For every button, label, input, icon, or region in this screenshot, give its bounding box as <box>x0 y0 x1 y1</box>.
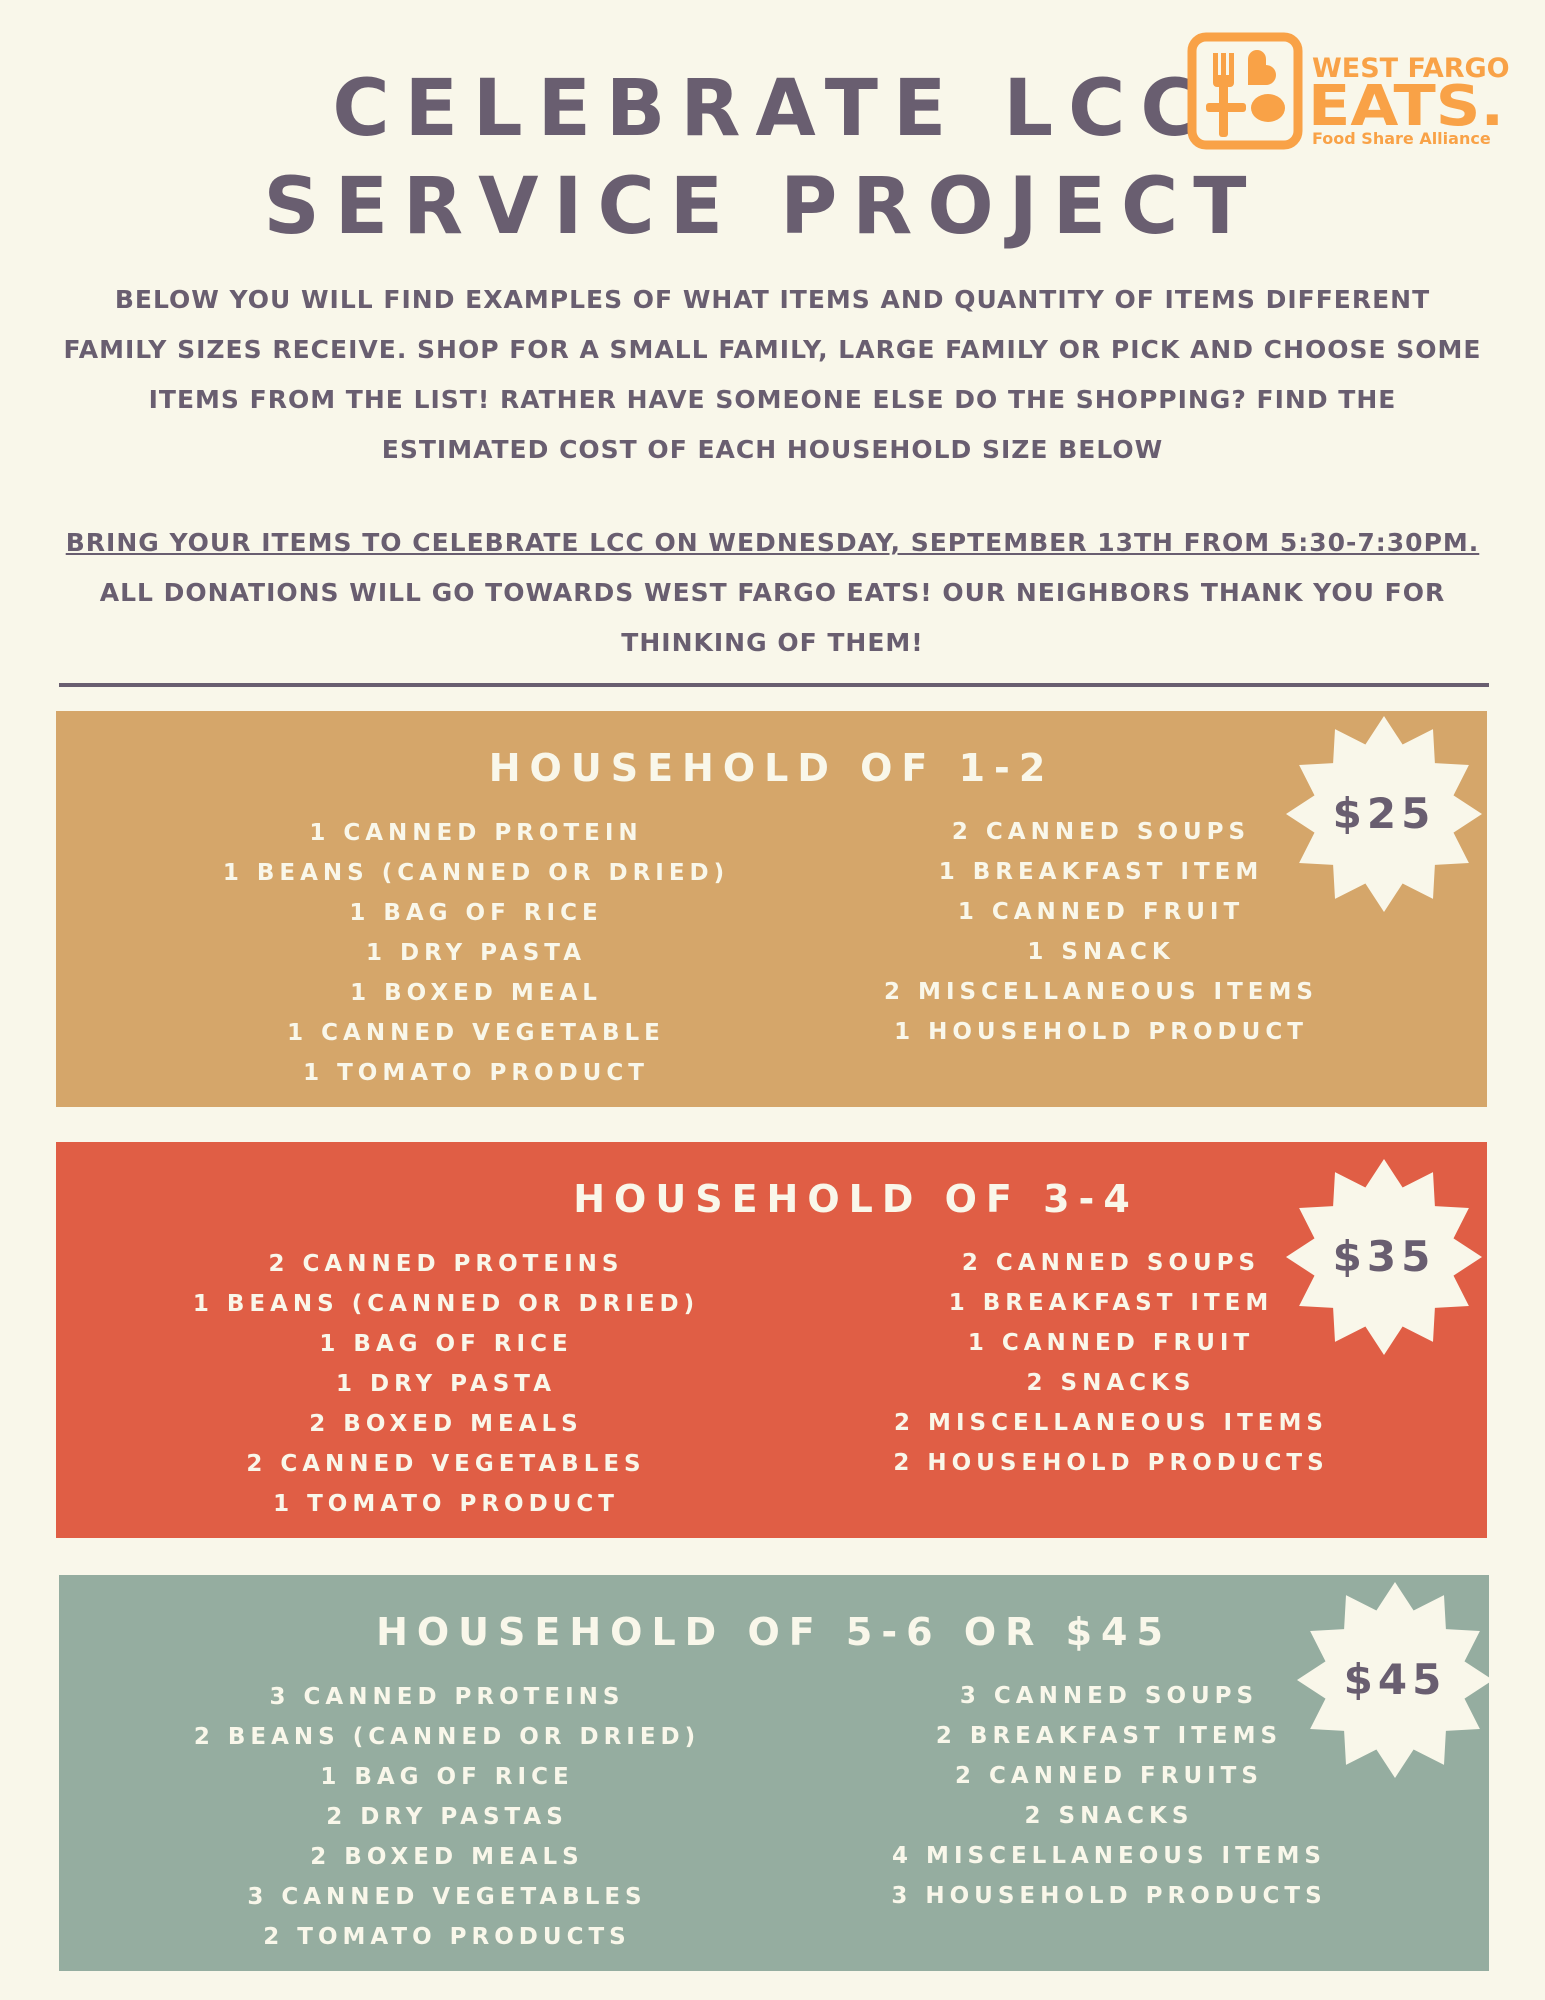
list-item: 1 CANNED PROTEIN <box>309 820 643 846</box>
items-right-column: 2 CANNED SOUPS 1 BREAKFAST ITEM 1 CANNED F… <box>791 812 1411 1052</box>
price-badge: $45 <box>1295 1580 1495 1780</box>
event-date-text: BRING YOUR ITEMS TO CELEBRATE LCC ON WED… <box>65 528 1480 557</box>
list-item: 2 HOUSEHOLD PRODUCTS <box>893 1450 1329 1476</box>
items-left-column: 2 CANNED PROTEINS 1 BEANS (CANNED OR DRIE… <box>136 1244 756 1524</box>
event-text: BRING YOUR ITEMS TO CELEBRATE LCC ON WED… <box>60 518 1485 668</box>
household-heading: HOUSEHOLD OF 1-2 <box>488 746 1055 790</box>
list-item: 3 CANNED PROTEINS <box>269 1684 625 1710</box>
list-item: 3 CANNED VEGETABLES <box>247 1884 647 1910</box>
list-item: 1 BOXED MEAL <box>350 980 602 1006</box>
starburst-icon <box>1286 716 1482 912</box>
list-item: 1 BAG OF RICE <box>320 1764 574 1790</box>
list-item: 2 BREAKFAST ITEMS <box>935 1723 1283 1749</box>
list-item: 2 DRY PASTAS <box>326 1804 568 1830</box>
list-item: 1 CANNED VEGETABLE <box>287 1020 665 1046</box>
list-item: 2 BEANS (CANNED OR DRIED) <box>193 1724 701 1750</box>
list-item: 1 HOUSEHOLD PRODUCT <box>894 1019 1308 1045</box>
list-item: 1 BAG OF RICE <box>349 900 603 926</box>
list-item: 1 SNACK <box>1027 939 1175 965</box>
list-item: 1 TOMATO PRODUCT <box>273 1491 619 1517</box>
list-item: 2 TOMATO PRODUCTS <box>263 1924 631 1950</box>
svg-text:WEST FARGO: WEST FARGO <box>1312 53 1510 84</box>
list-item: 2 MISCELLANEOUS ITEMS <box>894 1410 1328 1436</box>
household-box: HOUSEHOLD OF 1-2 1 CANNED PROTEIN 1 BEANS … <box>56 711 1487 1107</box>
price-badge: $35 <box>1284 1157 1484 1357</box>
household-heading: HOUSEHOLD OF 3-4 <box>573 1177 1139 1221</box>
items-left-column: 3 CANNED PROTEINS 2 BEANS (CANNED OR DRIE… <box>137 1677 757 1957</box>
starburst-icon <box>1286 1159 1482 1355</box>
list-item: 3 CANNED SOUPS <box>959 1683 1259 1709</box>
west-fargo-eats-logo: WEST FARGO EATS. Food Share Alliance <box>1186 31 1516 151</box>
price-text: $35 <box>1332 1232 1436 1281</box>
list-item: 4 MISCELLANEOUS ITEMS <box>892 1843 1326 1869</box>
household-heading: HOUSEHOLD OF 5-6 OR $45 <box>376 1610 1172 1654</box>
fork-spoon-heart-icon: WEST FARGO EATS. Food Share Alliance <box>1187 32 1510 150</box>
starburst-icon <box>1297 1582 1493 1778</box>
list-item: 2 SNACKS <box>1026 1370 1196 1396</box>
svg-text:EATS.: EATS. <box>1308 74 1504 139</box>
list-item: 2 CANNED VEGETABLES <box>246 1451 646 1477</box>
svg-text:Food Share Alliance: Food Share Alliance <box>1312 129 1491 148</box>
intro-text: BELOW YOU WILL FIND EXAMPLES OF WHAT ITE… <box>63 285 1482 464</box>
list-item: 2 CANNED PROTEINS <box>268 1251 624 1277</box>
list-item: 3 HOUSEHOLD PRODUCTS <box>891 1883 1327 1909</box>
list-item: 2 MISCELLANEOUS ITEMS <box>884 979 1318 1005</box>
list-item: 1 CANNED FRUIT <box>957 899 1245 925</box>
list-item: 1 TOMATO PRODUCT <box>303 1060 649 1086</box>
list-item: 2 BOXED MEALS <box>309 1411 583 1437</box>
event-rest-text: ALL DONATIONS WILL GO TOWARDS WEST FARGO… <box>99 578 1446 657</box>
list-item: 2 SNACKS <box>1024 1803 1194 1829</box>
household-box: HOUSEHOLD OF 5-6 OR $45 3 CANNED PROTEINS… <box>59 1575 1489 1971</box>
list-item: 2 CANNED SOUPS <box>961 1250 1261 1276</box>
items-left-column: 1 CANNED PROTEIN 1 BEANS (CANNED OR DRIED… <box>166 813 786 1093</box>
list-item: 2 CANNED FRUITS <box>955 1763 1263 1789</box>
items-right-column: 3 CANNED SOUPS 2 BREAKFAST ITEMS 2 CANNED … <box>799 1676 1419 1916</box>
title-line-2: SERVICE PROJECT <box>263 162 1262 252</box>
list-item: 2 BOXED MEALS <box>310 1844 584 1870</box>
list-item: 2 CANNED SOUPS <box>951 819 1251 845</box>
list-item: 1 BREAKFAST ITEM <box>938 859 1264 885</box>
title-line-1: CELEBRATE LCC <box>332 64 1213 154</box>
price-text: $45 <box>1343 1655 1447 1704</box>
list-item: 1 BREAKFAST ITEM <box>948 1290 1274 1316</box>
divider <box>59 683 1489 687</box>
list-item: 1 DRY PASTA <box>365 940 587 966</box>
items-right-column: 2 CANNED SOUPS 1 BREAKFAST ITEM 1 CANNED F… <box>801 1243 1421 1483</box>
list-item: 1 DRY PASTA <box>335 1371 557 1397</box>
price-badge: $25 <box>1284 714 1484 914</box>
price-text: $25 <box>1332 789 1436 838</box>
list-item: 1 BEANS (CANNED OR DRIED) <box>222 860 730 886</box>
list-item: 1 BAG OF RICE <box>319 1331 573 1357</box>
list-item: 1 BEANS (CANNED OR DRIED) <box>192 1291 700 1317</box>
household-box: HOUSEHOLD OF 3-4 2 CANNED PROTEINS 1 BEANS… <box>56 1142 1487 1538</box>
list-item: 1 CANNED FRUIT <box>967 1330 1255 1356</box>
